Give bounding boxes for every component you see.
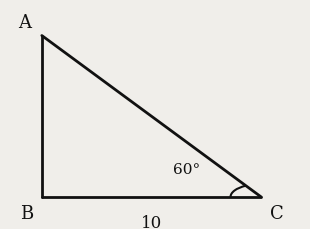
Text: 60°: 60° <box>173 163 200 177</box>
Text: 10: 10 <box>141 214 162 229</box>
Text: A: A <box>18 14 31 32</box>
Text: B: B <box>20 204 33 223</box>
Text: C: C <box>270 204 283 223</box>
